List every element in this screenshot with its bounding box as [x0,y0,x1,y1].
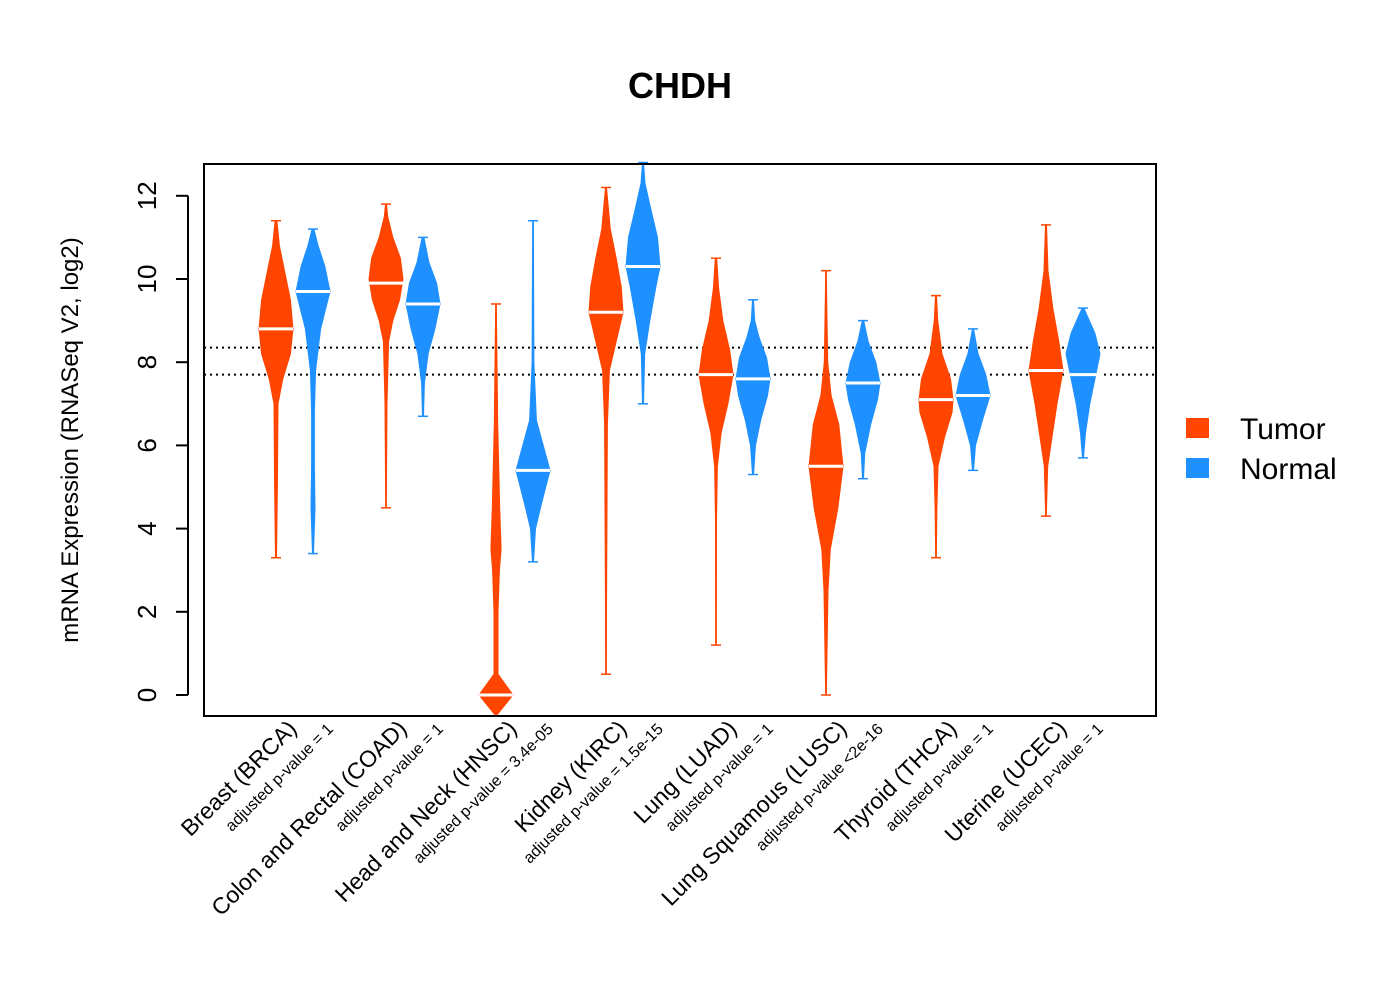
y-tick-label: 0 [132,688,162,702]
y-axis-label: mRNA Expression (RNASeq V2, log2) [57,237,84,643]
violin-normal [845,319,881,480]
legend-label: Tumor [1240,413,1326,446]
violin-body [698,257,734,646]
violin-normal [955,328,991,472]
y-tick-label: 8 [132,355,162,369]
violin-tumor [368,203,404,509]
plot-area [204,161,1156,717]
y-tick-label: 6 [132,438,162,452]
violin-body [808,270,844,696]
violin-body [845,320,881,480]
violin-body [918,295,954,559]
violin-normal [735,299,771,476]
y-tick-label: 2 [132,605,162,619]
violin-tumor [588,186,624,675]
violin-body [1065,307,1101,459]
legend: Tumor Normal [1186,413,1337,486]
violin-body [515,220,551,563]
violin-tumor [1028,224,1064,517]
violin-body [478,303,514,717]
violin-normal [295,228,331,555]
violin-body [405,236,441,417]
violin-tumor [698,257,734,646]
violin-normal [405,236,441,418]
legend-swatch [1186,418,1209,438]
violin-body [588,187,624,675]
chart-title: CHDH [628,65,732,106]
y-axis: 0 2 4 6 8 10 12 [132,181,189,702]
violin-normal [1065,307,1101,459]
violin-normal [625,161,661,405]
violin-tumor [808,269,844,696]
violin-body [295,228,331,555]
y-tick-label: 10 [132,265,162,294]
violin-tumor [478,303,514,717]
violin-body [735,299,771,476]
violin-body [955,328,991,471]
legend-swatch [1186,458,1209,478]
violin-normal [515,220,551,563]
violin-body [368,203,404,509]
y-tick-label: 12 [132,181,162,210]
legend-label: Normal [1240,453,1337,486]
violin-body [258,220,294,559]
plot-frame [203,163,1157,717]
y-tick-label: 4 [132,521,162,535]
violin-tumor [258,220,294,559]
violin-tumor [918,294,954,559]
violin-body [625,162,661,405]
